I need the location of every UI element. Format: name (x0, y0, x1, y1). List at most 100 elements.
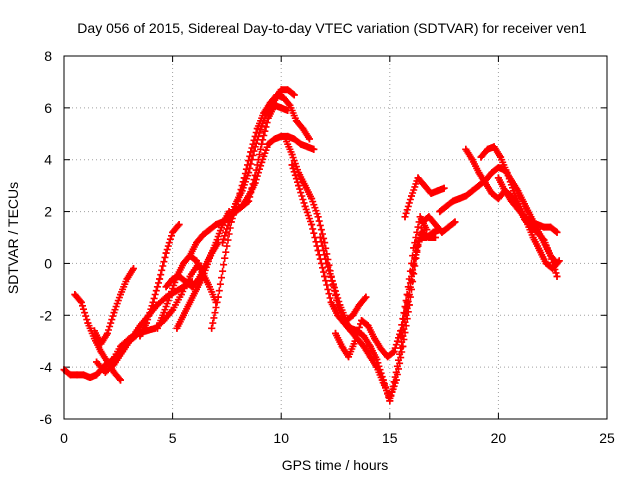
data-point (149, 298, 157, 306)
data-point (316, 234, 324, 241)
series-arc-3 (90, 265, 138, 348)
data-point (386, 394, 394, 402)
data-point (282, 135, 290, 143)
data-point (67, 371, 75, 379)
x-tick-label: 10 (273, 430, 289, 446)
data-point (462, 145, 470, 153)
data-point (401, 213, 409, 221)
data-point (358, 316, 366, 324)
data-point (334, 311, 342, 319)
series-arc-19 (401, 174, 448, 221)
data-point (431, 221, 439, 229)
chart-title: Day 056 of 2015, Sidereal Day-to-day VTE… (77, 20, 587, 36)
data-point (90, 327, 98, 335)
grid (64, 56, 607, 419)
data-point (199, 272, 207, 280)
data-point (186, 298, 194, 306)
y-axis-label: SDTVAR / TECUs (5, 182, 21, 294)
data-point (77, 298, 85, 306)
data-point (349, 311, 357, 319)
data-point (253, 125, 261, 133)
data-point (314, 213, 322, 221)
data-point (377, 345, 385, 353)
data-point (468, 187, 476, 195)
data-point (397, 332, 405, 340)
data-point (510, 187, 518, 195)
data-point (423, 234, 431, 241)
data-point (286, 101, 294, 109)
data-point (475, 169, 483, 177)
data-point (533, 221, 541, 229)
data-point (97, 340, 105, 348)
data-point (342, 316, 350, 324)
data-point (225, 213, 233, 221)
data-point (384, 353, 392, 361)
data-point (264, 140, 272, 148)
data-point (533, 228, 541, 236)
data-point (277, 132, 285, 140)
data-point (116, 342, 124, 350)
data-point (468, 156, 476, 164)
data-point (425, 213, 433, 221)
data-point (547, 223, 555, 231)
data-point (175, 272, 183, 280)
data-point (258, 122, 266, 130)
data-point (514, 205, 522, 213)
data-point (399, 342, 407, 350)
data-point (321, 272, 329, 280)
data-point (245, 169, 253, 177)
data-point (308, 195, 316, 203)
x-tick-label: 20 (491, 430, 507, 446)
data-point (327, 298, 335, 306)
data-point (186, 252, 194, 260)
data-point (288, 151, 296, 159)
data-point (136, 332, 144, 340)
data-point (71, 291, 79, 299)
series-arc-16 (316, 234, 370, 324)
data-point (501, 187, 509, 195)
data-marks (332, 213, 431, 361)
data-point (169, 228, 177, 236)
plot-frame (63, 55, 608, 420)
data-point (284, 106, 292, 114)
data-point (125, 335, 133, 343)
y-tick-label: 0 (44, 255, 52, 271)
data-point (490, 143, 498, 151)
y-tick-label: 4 (44, 152, 52, 168)
data-point (271, 135, 279, 143)
data-point (497, 153, 505, 161)
data-point (206, 226, 214, 234)
series-arc-6 (136, 221, 183, 340)
series-arc-2 (71, 291, 124, 384)
data-point (540, 236, 548, 244)
data-point (179, 311, 187, 319)
data-point (345, 353, 353, 361)
data-point (488, 169, 496, 177)
data-point (221, 254, 229, 262)
x-tick-label: 25 (599, 430, 615, 446)
data-point (553, 272, 561, 280)
data-point (80, 371, 88, 379)
data-point (156, 275, 164, 283)
data-point (169, 275, 177, 283)
data-point (540, 223, 548, 231)
data-point (110, 309, 118, 317)
data-point (97, 348, 105, 356)
data-point (258, 140, 266, 148)
data-point (529, 234, 537, 241)
data-point (442, 202, 450, 210)
data-point (366, 353, 374, 361)
x-tick-label: 15 (382, 430, 398, 446)
series-arc-18 (397, 226, 444, 340)
series-arc-13 (225, 101, 292, 221)
data-point (338, 342, 346, 350)
data-point (251, 171, 259, 179)
data-point (212, 221, 220, 229)
data-point (251, 143, 259, 151)
data-point (297, 140, 305, 148)
data-point (192, 239, 200, 247)
data-point (364, 322, 372, 330)
data-point (271, 101, 279, 109)
series-arc-17 (332, 213, 431, 361)
data-point (484, 145, 492, 153)
